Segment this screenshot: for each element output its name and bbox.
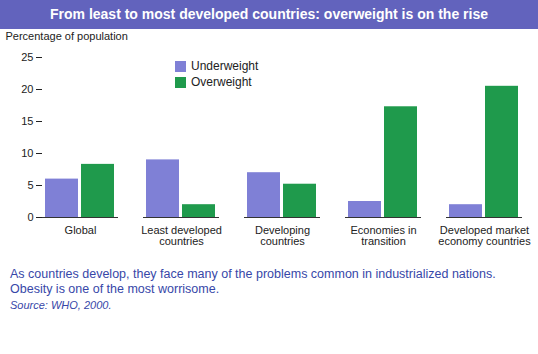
svg-text:5: 5 [27,179,33,191]
svg-text:0: 0 [27,211,33,223]
svg-text:Economies intransition: Economies intransition [350,224,416,247]
svg-text:Percentage of population: Percentage of population [6,30,128,42]
svg-text:Least developedcountries: Least developedcountries [141,224,222,247]
html-text:Underweight: Underweight [191,59,259,73]
html-text:Source: WHO, 2000.: Source: WHO, 2000. [10,299,112,311]
html-text:Overweight: Overweight [191,75,252,89]
svg-text:15: 15 [21,115,33,127]
svg-text:Global: Global [65,224,97,236]
svg-text:10: 10 [21,147,33,159]
html-text:From least to most developed c: From least to most developed countries: … [50,6,488,22]
svg-text:25: 25 [21,51,33,63]
svg-text:Developed marketeconomy countr: Developed marketeconomy countries [438,224,531,247]
svg-text:Developingcountries: Developingcountries [255,224,310,247]
html-text:As countries develop, they fac: As countries develop, they face many of … [10,267,496,296]
svg-text:20: 20 [21,83,33,95]
